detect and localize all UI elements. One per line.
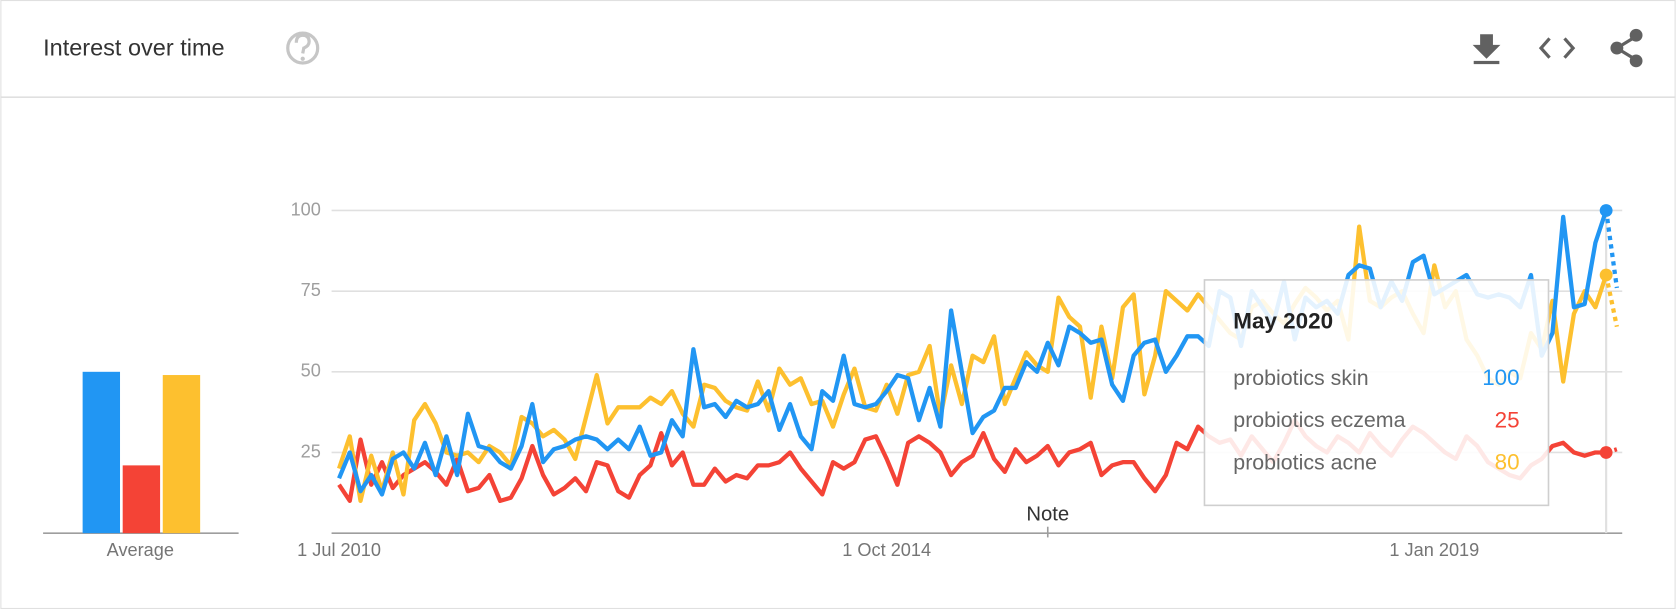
hover-point: [1599, 446, 1613, 459]
tooltip-value: 25: [1495, 407, 1520, 432]
tooltip: May 2020 probiotics skin 100 probiotics ecz…: [1203, 279, 1550, 507]
help-icon[interactable]: [286, 31, 320, 65]
download-arrow: [1472, 34, 1501, 59]
tooltip-series-name: probiotics acne: [1233, 450, 1377, 474]
y-tick-label: 75: [301, 280, 321, 300]
x-tick-label: 1 Jul 2010: [297, 540, 381, 560]
tooltip-series-name: probiotics eczema: [1233, 408, 1405, 432]
tooltip-series-name: probiotics skin: [1233, 366, 1368, 390]
y-tick-label: 100: [291, 199, 321, 219]
help-dot: [300, 56, 305, 61]
y-tick-label: 50: [301, 361, 321, 381]
average-bar: [82, 371, 121, 534]
help-question: [294, 33, 311, 54]
embed-icon[interactable]: [1538, 37, 1576, 59]
average-bar: [122, 465, 161, 534]
y-tick-label: 25: [301, 441, 321, 461]
annotation-label: Note: [1026, 503, 1069, 525]
share-icon[interactable]: [1610, 28, 1643, 68]
embed-left: [1538, 37, 1551, 59]
x-tick-label: 1 Jan 2019: [1389, 540, 1479, 560]
average-label: Average: [107, 540, 174, 560]
tooltip-value: 100: [1482, 365, 1519, 390]
partial-line: [1604, 274, 1619, 328]
hover-point: [1599, 268, 1613, 282]
embed-right: [1563, 37, 1576, 59]
x-tick-label: 1 Oct 2014: [842, 540, 931, 560]
download-icon[interactable]: [1472, 34, 1501, 65]
share-node: [1610, 41, 1624, 55]
hover-point: [1599, 204, 1613, 217]
tooltip-title: May 2020: [1233, 309, 1333, 334]
chart-title: Interest over time: [43, 34, 225, 60]
download-bar: [1473, 60, 1500, 65]
tooltip-value: 80: [1495, 450, 1520, 475]
share-node: [1629, 28, 1643, 42]
average-bar: [162, 375, 201, 534]
help-circle: [286, 31, 320, 65]
tooltip-box: [1203, 279, 1550, 507]
share-node: [1629, 54, 1643, 68]
